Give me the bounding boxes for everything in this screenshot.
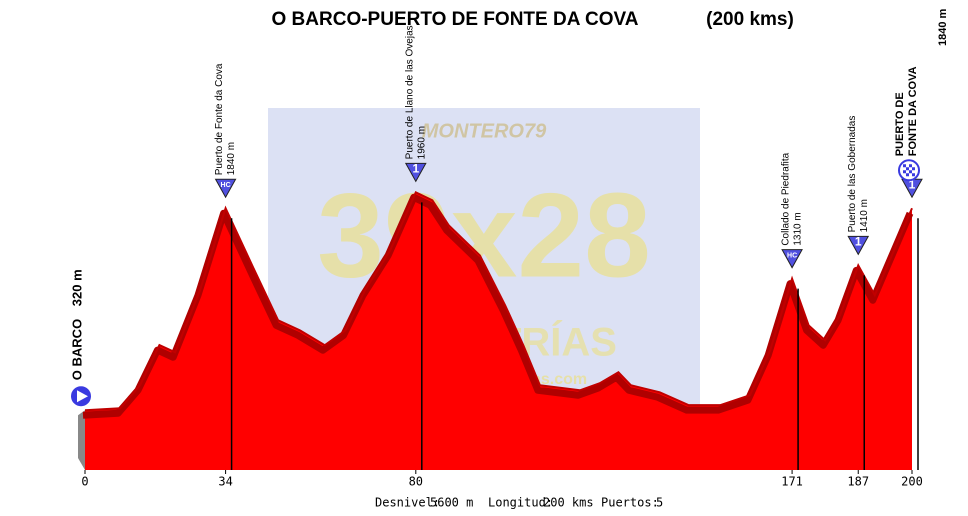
finish-check [903,170,906,174]
x-tick-label: 80 [409,475,423,489]
stat-label: Longitud: [488,496,553,510]
stat-value: 5600 m [430,496,473,510]
stat-value: 200 kms [543,496,594,510]
start-arrow [77,390,88,403]
x-tick-label: 34 [218,475,232,489]
category-marker [404,162,427,183]
x-tick-label: 0 [81,475,88,489]
stat-value: 5 [656,496,663,510]
start-elevation: 320 m [69,269,84,306]
chart-subtitle: (200 kms) [706,9,794,30]
finish-name: PUERTO DE [894,92,906,156]
peak-elevation: 1310 m [793,212,804,245]
category-label: HC [787,253,797,260]
finish-name: FONTE DA COVA [907,66,919,156]
profile-top [84,190,913,412]
finish-elevation: 1840 m [937,8,949,46]
finish-check [912,173,915,177]
start-name: O BARCO [69,319,84,380]
profile-side [78,410,85,470]
peak-elevation: 1840 m [226,142,237,175]
x-tick-label: 187 [847,475,869,489]
peak-name: Puerto de las Gobernadas [847,116,858,233]
chart-title: O BARCO-PUERTO DE FONTE DA COVA [272,9,639,30]
x-tick-label: 200 [901,475,923,489]
stat-label: Puertos: [601,496,659,510]
peak-name: Puerto de Fonte da Cova [214,63,225,175]
profile-area [85,192,912,470]
finish-check [906,167,909,171]
finish-check [909,170,912,174]
watermark-author: MONTERO79 [422,120,547,142]
category-marker [781,249,803,269]
category-label: 1 [855,235,862,249]
finish-check [903,164,906,168]
category-label: 1 [909,177,916,191]
category-marker [214,178,237,199]
finish-check [906,173,909,177]
finish-check [909,164,912,168]
category-marker [847,235,870,256]
peak-elevation: 1410 m [859,199,870,232]
finish-check [912,167,915,171]
x-tick-label: 171 [781,475,803,489]
stats: Desnivel:5600 m Longitud:200 kms Puertos:5 [375,496,663,510]
category-label: 1 [412,161,419,175]
category-label: HC [221,182,231,189]
peak-name: Collado de Piedrafita [781,152,792,245]
peak-name: Puerto de Llano de las Ovejas [404,25,415,159]
stat-label: Desnivel: [375,496,440,510]
peak-elevation: 1960 m [416,126,427,159]
